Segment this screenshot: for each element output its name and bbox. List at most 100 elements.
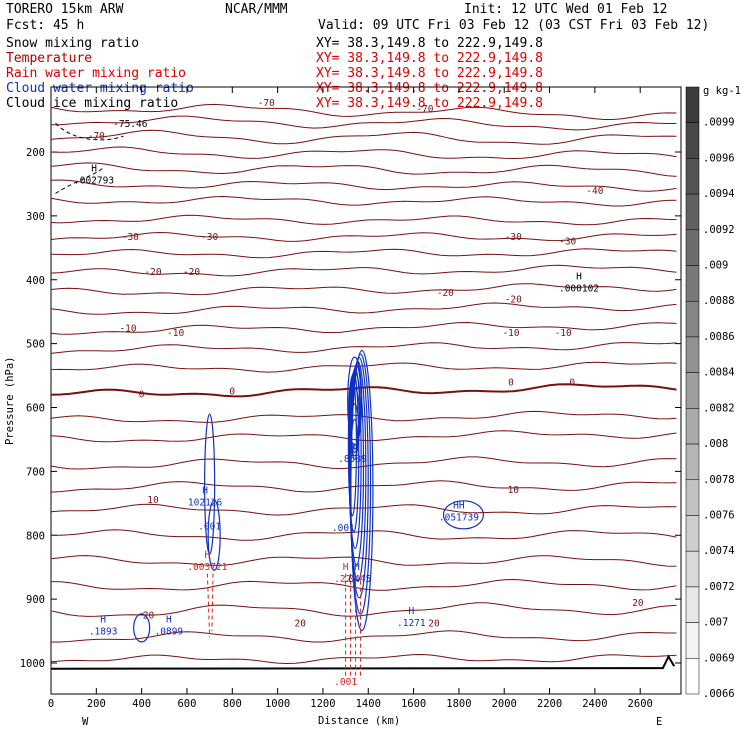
x-tick-label: 400 (132, 698, 151, 710)
isotherm-line (50, 103, 677, 120)
legend-field-xy: XY= 38.3,149.8 to 222.9,149.8 (316, 81, 543, 96)
cloud-water-contour (350, 349, 374, 632)
isotherm-line (50, 383, 677, 398)
extremum-marker: H (100, 614, 106, 625)
colorbar-unit: g kg-1 (703, 85, 740, 97)
isotherm-label: -70 (88, 131, 105, 142)
y-tick-label: 300 (26, 211, 45, 223)
isotherm-label: -70 (416, 104, 433, 115)
isotherm-label: -30 (122, 232, 139, 243)
legend-field-xy: XY= 38.3,149.8 to 222.9,149.8 (316, 36, 543, 51)
isotherm-label: 10 (508, 485, 520, 496)
legend-field-xy: XY= 38.3,149.8 to 222.9,149.8 (316, 96, 543, 111)
extrema-labels: H.002793H.000102H102126.001H.003721H.858… (74, 119, 599, 688)
colorbar-segment (685, 372, 700, 409)
extremum-marker: H (204, 550, 210, 561)
extremum-marker: H (202, 485, 208, 496)
y-tick-label: 900 (26, 594, 45, 606)
colorbar: .0099 .0096 .0094 .0092 .009 .0088 .0086 .0084.… (685, 86, 735, 700)
isotherm-line (50, 179, 677, 192)
y-tick-label: 200 (26, 147, 45, 159)
x-tick-label: 1800 (446, 698, 471, 710)
colorbar-segment (685, 408, 700, 445)
isotherm-line (50, 361, 677, 373)
colorbar-tick-label: .0076 (703, 509, 735, 521)
colorbar-tick-label: .009 (703, 260, 728, 272)
extremum-value: .1893 (89, 626, 118, 637)
extremum-value: .223 (334, 574, 357, 585)
colorbar-tick-label: .0094 (703, 188, 735, 200)
colorbar-segment (685, 300, 700, 338)
isotherm-label: -10 (167, 328, 184, 339)
east-label: E (656, 716, 662, 728)
isotherm-line (50, 264, 677, 277)
west-label: W (82, 716, 89, 728)
cloud-water-contour (133, 613, 151, 643)
legend-field-name: Rain water mixing ratio (6, 66, 186, 81)
colorbar-segment (685, 122, 700, 159)
extremum-value: .0899 (155, 626, 184, 637)
x-tick-label: 600 (177, 698, 196, 710)
colorbar-segment (685, 515, 700, 552)
contour-lines: -70 -70 -70 -40 -30 -30 -30 -30 -20 -20 -20 -20 -10 -… (50, 98, 677, 679)
x-tick-label: 2200 (537, 698, 562, 710)
rain-contour (211, 573, 214, 632)
isotherm-line (50, 342, 677, 354)
isotherm-label: 20 (143, 611, 155, 622)
isotherm-line (50, 195, 677, 207)
colorbar-tick-label: .0066 (703, 688, 735, 700)
extremum-value: .001 (198, 522, 221, 533)
colorbar-tick-label: .0069 (703, 652, 735, 664)
isotherm-line (50, 410, 677, 423)
legend-field-name: Cloud ice mixing ratio (6, 96, 178, 111)
extremum-marker: HH (453, 501, 465, 512)
isotherm-line (51, 529, 677, 541)
isotherm-line (50, 653, 677, 665)
isotherm-label: -10 (119, 323, 136, 334)
colorbar-segment (685, 443, 700, 481)
colorbar-tick-label: .0088 (703, 295, 735, 307)
isotherm-line (50, 283, 677, 296)
extremum-marker: H (408, 606, 414, 617)
cloud-water-contour (348, 372, 362, 450)
extremum-value: .8589 (338, 454, 367, 465)
plot-frame (50, 86, 682, 695)
extremum-marker: H (166, 614, 172, 625)
legend-field-name: Snow mixing ratio (6, 36, 139, 51)
extremum-marker: H (343, 562, 349, 573)
isotherm-label: 10 (147, 495, 159, 506)
y-tick-label: 600 (26, 403, 45, 415)
isotherm-line (50, 162, 677, 177)
init-label: Init: 12 UTC Wed 01 Feb 12 (464, 2, 668, 17)
isotherm-line (50, 602, 677, 617)
isotherm-line (50, 129, 677, 145)
isotherm-line (50, 248, 677, 259)
isotherm-label: 0 (229, 387, 235, 398)
isotherm-label: -30 (505, 232, 522, 243)
extremum-marker: H (350, 442, 356, 453)
extremum-value: .002793 (74, 175, 114, 186)
x-axis-title: Distance (km) (318, 715, 400, 727)
x-tick-label: 1200 (310, 698, 335, 710)
isotherm-line (50, 115, 677, 131)
x-tick-label: 2400 (582, 698, 607, 710)
colorbar-segment (685, 658, 700, 695)
isotherm-line (50, 214, 677, 226)
isotherm-label: -20 (437, 288, 454, 299)
colorbar-tick-label: .007 (703, 617, 728, 629)
x-tick-label: 1400 (356, 698, 381, 710)
colorbar-tick-label: .0086 (703, 331, 735, 343)
x-tick-label: 0 (48, 698, 54, 710)
isotherm-label: 0 (508, 378, 514, 389)
extremum-value: .1271 (397, 618, 426, 629)
extremum-value: .001 (332, 523, 355, 534)
cloud-water-contour (347, 356, 363, 446)
x-tick-label: 800 (223, 698, 242, 710)
x-tick-label: 2000 (492, 698, 517, 710)
isotherm-label: -10 (502, 328, 519, 339)
extremum-marker: H (576, 271, 582, 282)
extremum-marker: H (354, 562, 360, 573)
extremum-marker: H (91, 163, 97, 174)
legend-field-xy: XY= 38.3,149.8 to 222.9,149.8 (316, 51, 543, 66)
colorbar-tick-label: .0099 (703, 117, 735, 129)
